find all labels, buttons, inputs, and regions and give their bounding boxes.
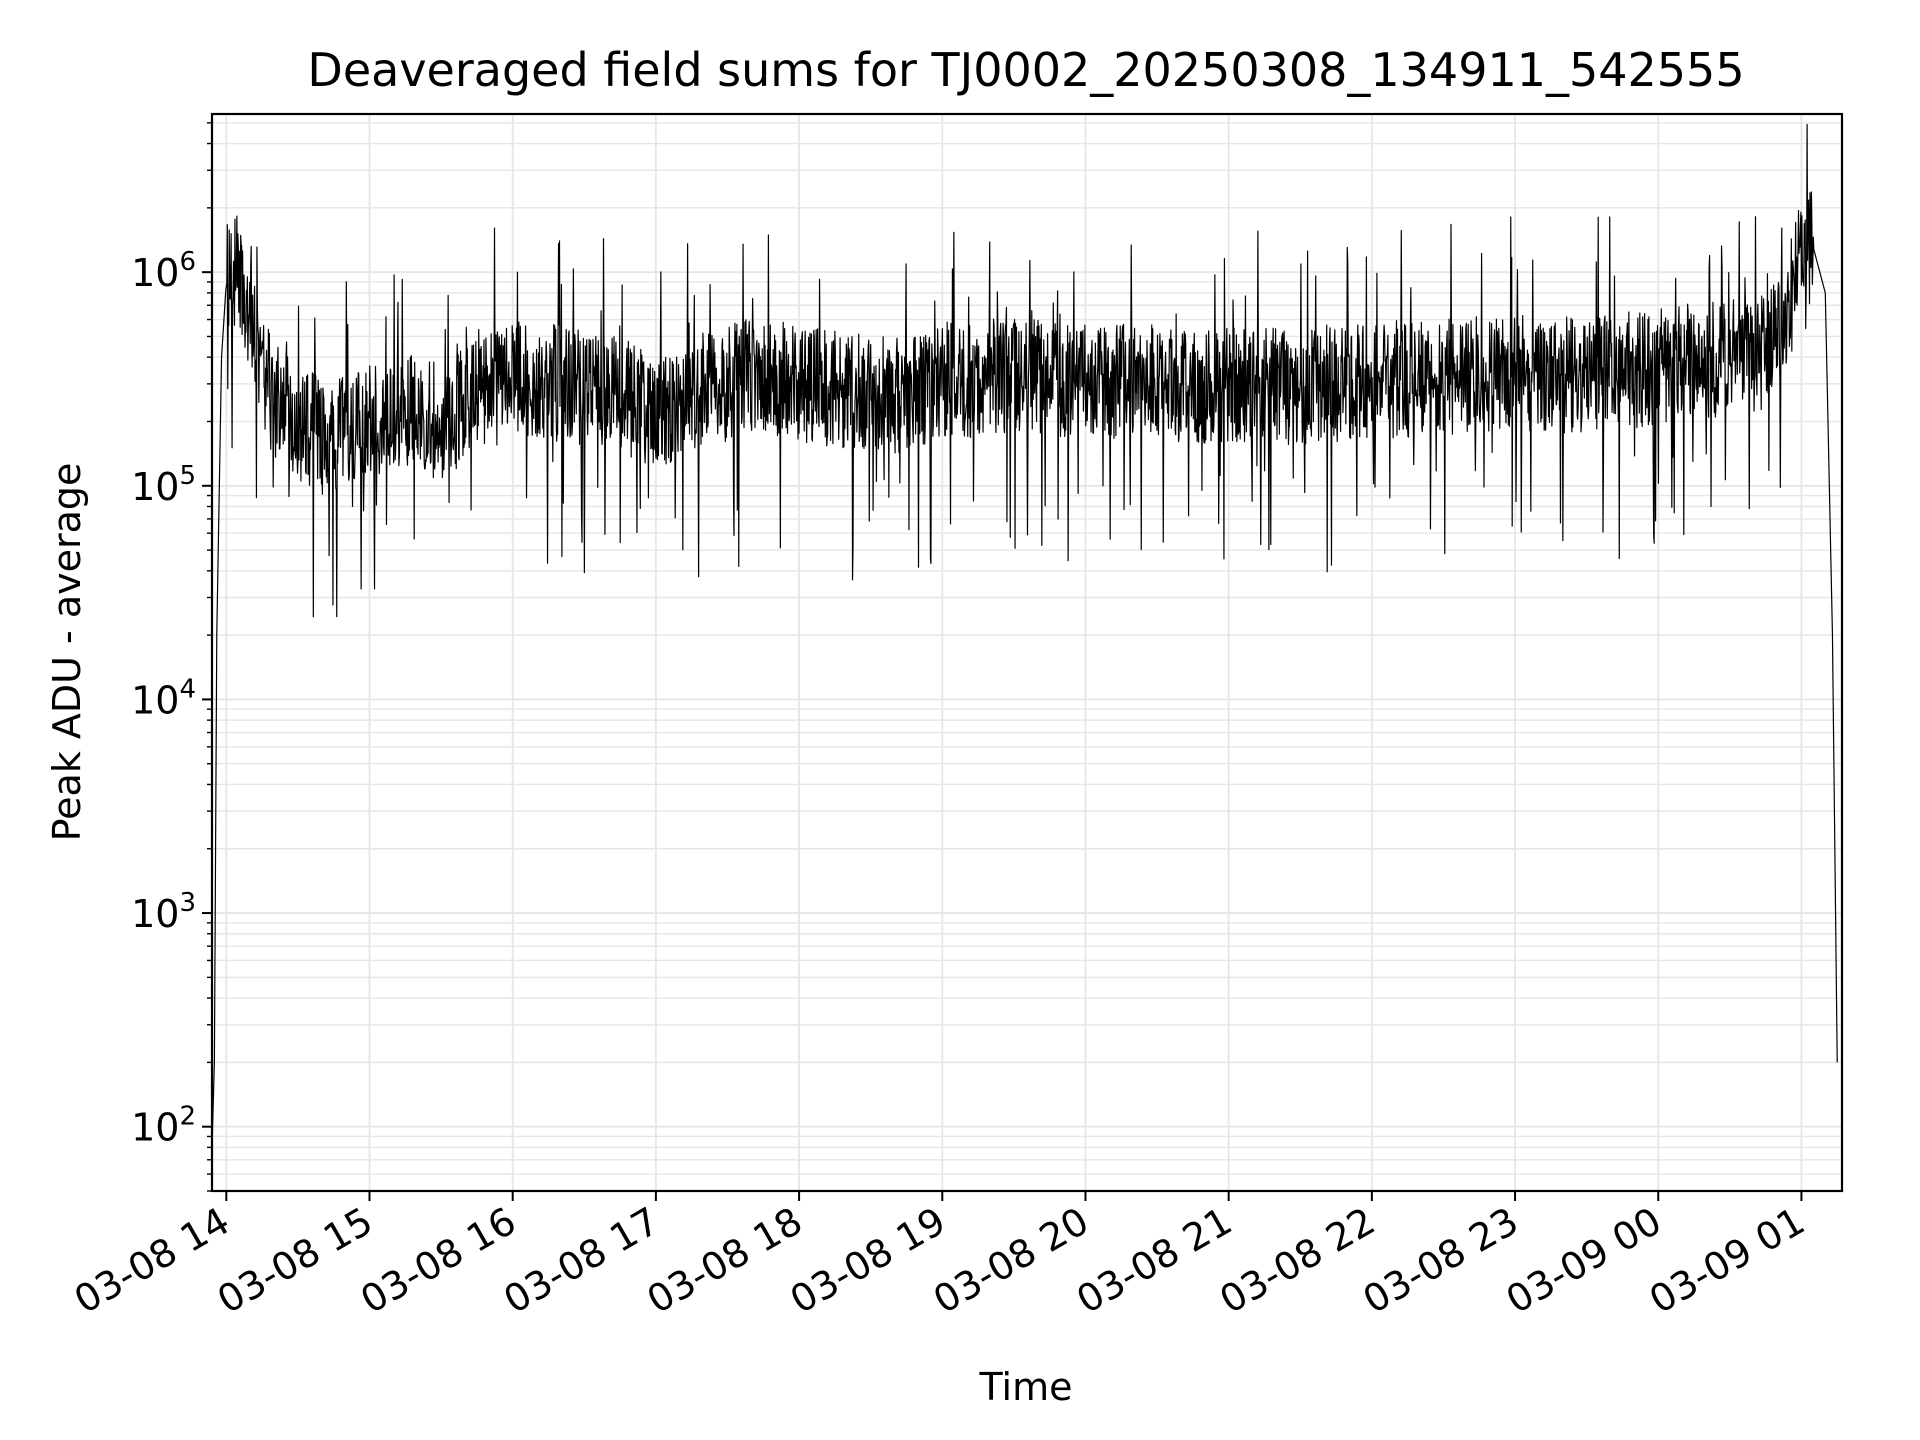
plot-frame: [210, 112, 1844, 1193]
y-tick-label: 102: [131, 1102, 196, 1150]
y-tick-label: 104: [131, 674, 196, 722]
y-tick-label: 105: [131, 461, 196, 509]
chart-title: Deaveraged field sums for TJ0002_2025030…: [307, 43, 1744, 97]
series-line: [211, 123, 1838, 1148]
series-line-layer: [211, 123, 1838, 1148]
y-tick-label: 103: [131, 888, 196, 936]
y-tick-label: 106: [131, 247, 196, 295]
y-axis-label: Peak ADU - average: [45, 463, 89, 842]
x-axis-label: Time: [979, 1365, 1073, 1409]
